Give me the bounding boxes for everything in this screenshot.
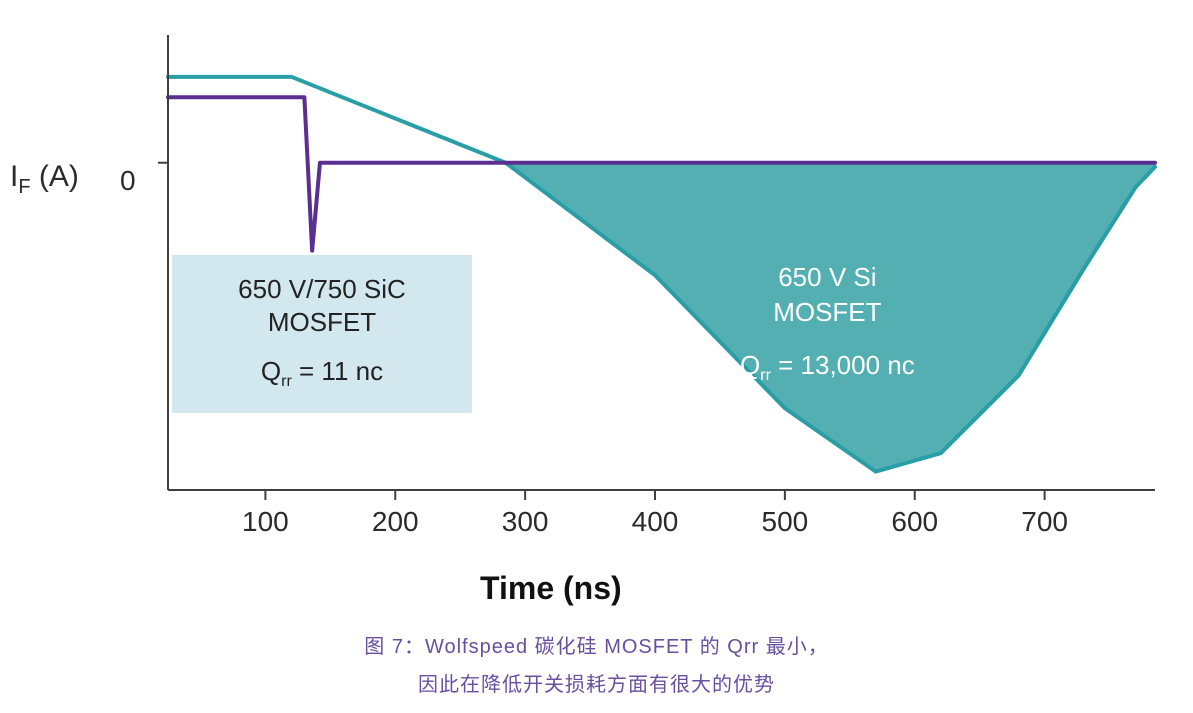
y-zero-label: 0 [120,165,136,197]
x-tick-label: 100 [242,506,289,538]
x-tick-label: 600 [891,506,938,538]
x-tick-label: 700 [1021,506,1068,538]
si-area-label: 650 V Si MOSFET Qrr = 13,000 nc [740,260,915,387]
y-axis-label: IF (A) [10,160,79,199]
sic-title-l1: 650 V/750 SiC [238,274,406,304]
x-tick-label: 300 [502,506,549,538]
caption-line2: 因此在降低开关损耗方面有很大的优势 [0,668,1193,697]
x-tick-label: 400 [632,506,679,538]
si-title-l2: MOSFET [773,297,881,327]
y-axis-label-text: IF (A) [10,160,79,193]
si-title-l1: 650 V Si [778,262,876,292]
sic-title-l2: MOSFET [268,307,376,337]
caption-line1: 图 7：Wolfspeed 碳化硅 MOSFET 的 Qrr 最小， [0,630,1193,659]
sic-qrr: Qrr = 11 nc [192,356,452,391]
sic-info-box: 650 V/750 SiC MOSFET Qrr = 11 nc [172,255,472,413]
si-qrr: Qrr = 13,000 nc [740,350,915,380]
chart-container: IF (A) 0 100 200 300 400 500 600 700 Time (ns)… [0,0,1193,713]
x-tick-label: 200 [372,506,419,538]
x-axis-title: Time (ns) [480,570,622,607]
x-tick-label: 500 [762,506,809,538]
